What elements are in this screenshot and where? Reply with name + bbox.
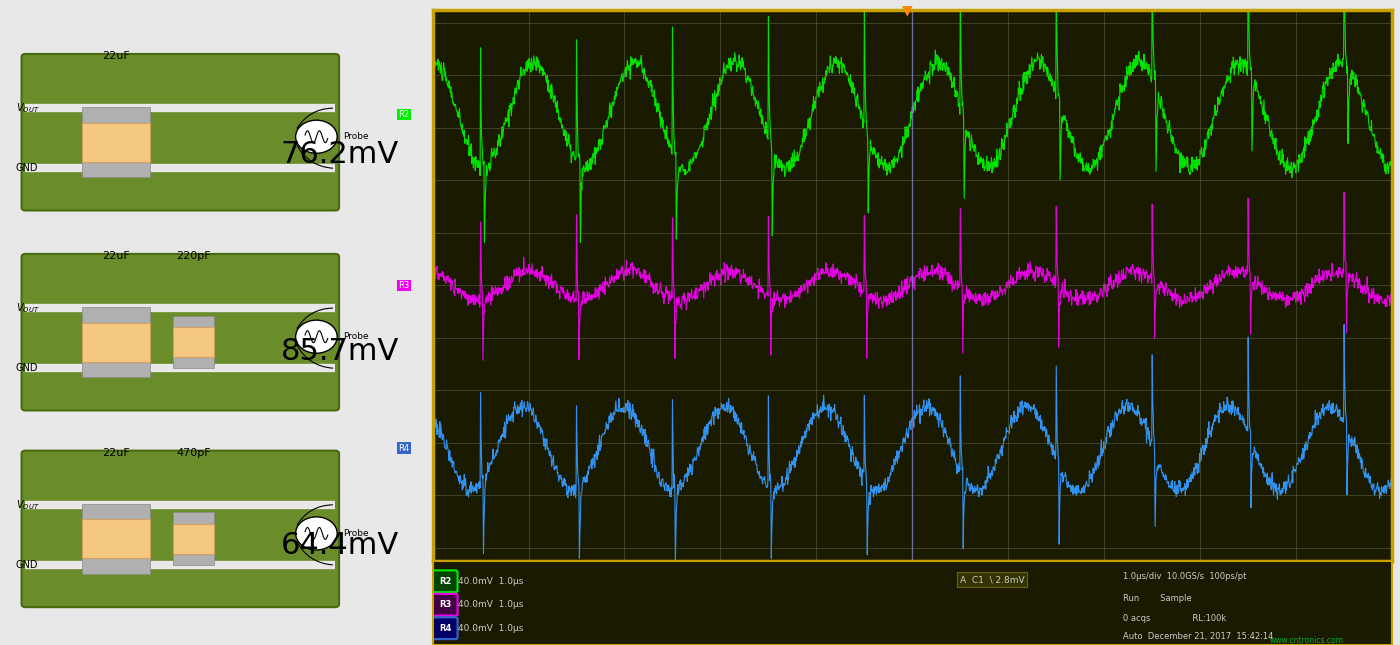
Bar	[83, 504, 150, 519]
Bar	[83, 559, 150, 574]
Text: 1.0μs/div  10.0GS/s  100ps/pt: 1.0μs/div 10.0GS/s 100ps/pt	[1123, 571, 1246, 580]
Circle shape	[295, 517, 337, 550]
Bar	[83, 362, 150, 377]
Text: $V_{OUT}$: $V_{OUT}$	[15, 101, 39, 115]
Text: 40.0mV  1.0μs: 40.0mV 1.0μs	[458, 624, 524, 633]
Text: R4: R4	[398, 444, 409, 453]
Text: GND: GND	[15, 363, 38, 373]
Text: 76.2mV: 76.2mV	[281, 141, 399, 169]
Bar	[172, 524, 214, 553]
Bar	[172, 553, 214, 565]
Text: R2: R2	[438, 577, 451, 586]
Text: GND: GND	[15, 560, 38, 570]
Text: www.cntronics.com: www.cntronics.com	[1270, 637, 1344, 645]
Bar	[83, 519, 150, 559]
Bar	[83, 107, 150, 123]
Text: 22uF: 22uF	[102, 448, 130, 458]
Text: R3: R3	[440, 600, 451, 610]
Text: $V_{OUT}$: $V_{OUT}$	[15, 301, 39, 315]
FancyBboxPatch shape	[21, 54, 339, 210]
FancyBboxPatch shape	[21, 451, 339, 607]
Text: Probe: Probe	[343, 132, 368, 141]
Text: 470pF: 470pF	[176, 448, 211, 458]
Bar	[83, 307, 150, 322]
Text: 40.0mV  1.0μs: 40.0mV 1.0μs	[458, 600, 524, 610]
Text: A  C1  \ 2.8mV: A C1 \ 2.8mV	[960, 575, 1025, 584]
Text: $V_{OUT}$: $V_{OUT}$	[15, 498, 39, 511]
Circle shape	[295, 120, 337, 154]
Text: R2: R2	[398, 110, 409, 119]
Text: 40.0mV  1.0μs: 40.0mV 1.0μs	[458, 577, 524, 586]
Text: Probe: Probe	[343, 529, 368, 538]
FancyBboxPatch shape	[433, 570, 458, 592]
Bar	[83, 322, 150, 362]
FancyBboxPatch shape	[433, 594, 458, 615]
Text: ▼: ▼	[902, 4, 913, 17]
Text: 220pF: 220pF	[176, 251, 211, 261]
Text: R3: R3	[398, 281, 409, 290]
Bar	[83, 123, 150, 162]
Circle shape	[295, 320, 337, 353]
Text: Run        Sample: Run Sample	[1123, 595, 1191, 603]
Text: GND: GND	[15, 163, 38, 174]
Bar	[172, 512, 214, 524]
Bar	[172, 327, 214, 357]
Text: 85.7mV: 85.7mV	[280, 337, 399, 366]
Text: Auto  December 21, 2017  15:42:14: Auto December 21, 2017 15:42:14	[1123, 632, 1274, 641]
Text: 0 acqs                RL:100k: 0 acqs RL:100k	[1123, 613, 1226, 622]
Text: R4: R4	[438, 624, 451, 633]
Text: Probe: Probe	[343, 332, 368, 341]
Bar	[172, 315, 214, 327]
Bar	[172, 357, 214, 368]
Text: 22uF: 22uF	[102, 251, 130, 261]
FancyBboxPatch shape	[433, 617, 458, 639]
Text: 64.4mV: 64.4mV	[281, 531, 399, 559]
Text: 22uF: 22uF	[102, 51, 130, 61]
FancyBboxPatch shape	[21, 254, 339, 410]
Bar	[83, 162, 150, 177]
